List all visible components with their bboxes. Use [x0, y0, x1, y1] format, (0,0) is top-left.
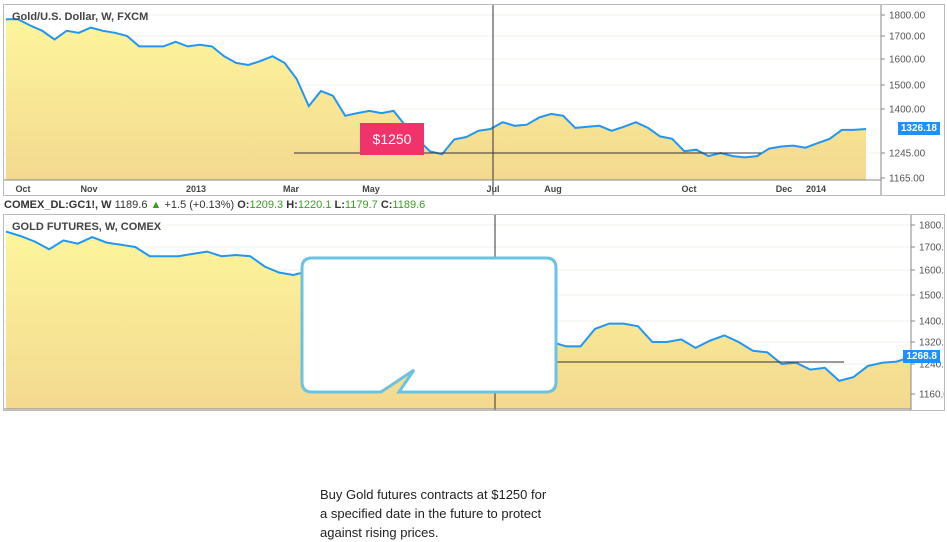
last-value: 1189.6 — [115, 199, 148, 211]
y-tick-label: 1800.0 — [919, 221, 944, 232]
y-tick-label: 1245.00 — [889, 149, 926, 160]
callout-text: Buy Gold futures contracts at $1250 for … — [320, 485, 550, 542]
gold-futures-chart: 1800.01700.01600.01500.01400.01320.01240… — [4, 215, 944, 410]
price-annotation-label: $1250 — [360, 123, 424, 155]
gold-futures-chart-panel[interactable]: 1800.01700.01600.01500.01400.01320.01240… — [3, 214, 945, 411]
high-label: H: — [286, 199, 298, 211]
callout-bubble — [302, 258, 556, 392]
change-value: +1.5 (+0.13%) — [164, 199, 234, 211]
x-tick-label: Dec — [776, 184, 793, 194]
y-tick-label: 1400.00 — [889, 105, 926, 116]
y-tick-label: 1165.00 — [889, 174, 925, 185]
x-tick-label: Mar — [283, 184, 300, 194]
open-value: 1209.3 — [249, 199, 283, 211]
y-tick-label: 1600.0 — [919, 266, 944, 277]
y-tick-label: 1160.0 — [919, 390, 944, 401]
x-tick-label: May — [362, 184, 380, 194]
chart-title: Gold/U.S. Dollar, W, FXCM — [12, 11, 148, 23]
open-label: O: — [237, 199, 249, 211]
gold-spot-chart-panel[interactable]: 1800.00 1700.00 1600.00 1500.00 1400.00 1245.… — [3, 4, 945, 196]
close-label: C: — [381, 199, 393, 211]
y-tick-label: 1500.00 — [889, 81, 926, 92]
y-tick-label: 1800.00 — [889, 11, 926, 22]
y-tick-label: 1400.0 — [919, 317, 944, 328]
x-tick-label: Oct — [15, 184, 30, 194]
x-tick-label: Aug — [544, 184, 562, 194]
up-triangle-icon: ▲ — [151, 199, 162, 211]
symbol-legend: COMEX_DL:GC1!, W 1189.6 ▲ +1.5 (+0.13%) … — [4, 199, 425, 211]
y-tick-label: 1700.00 — [889, 32, 926, 43]
chart-title: GOLD FUTURES, W, COMEX — [12, 221, 161, 233]
y-tick-label: 1500.0 — [919, 291, 944, 302]
low-label: L: — [335, 199, 345, 211]
y-tick-label: 1700.0 — [919, 243, 944, 254]
symbol-name: COMEX_DL:GC1!, W — [4, 199, 112, 211]
x-tick-label: Nov — [80, 184, 97, 194]
close-value: 1189.6 — [392, 199, 425, 211]
last-price-badge: 1268.8 — [903, 350, 940, 363]
x-tick-label: 2013 — [186, 184, 206, 194]
gold-spot-chart: 1800.00 1700.00 1600.00 1500.00 1400.00 1245.… — [4, 5, 944, 195]
y-tick-label: 1600.00 — [889, 55, 926, 66]
x-tick-label: Oct — [681, 184, 696, 194]
x-tick-label: Jul — [486, 184, 499, 194]
low-value: 1179.7 — [345, 199, 378, 211]
y-tick-label: 1320.0 — [919, 338, 944, 349]
x-tick-label: 2014 — [806, 184, 826, 194]
high-value: 1220.1 — [298, 199, 332, 211]
last-price-badge: 1326.18 — [898, 122, 940, 135]
